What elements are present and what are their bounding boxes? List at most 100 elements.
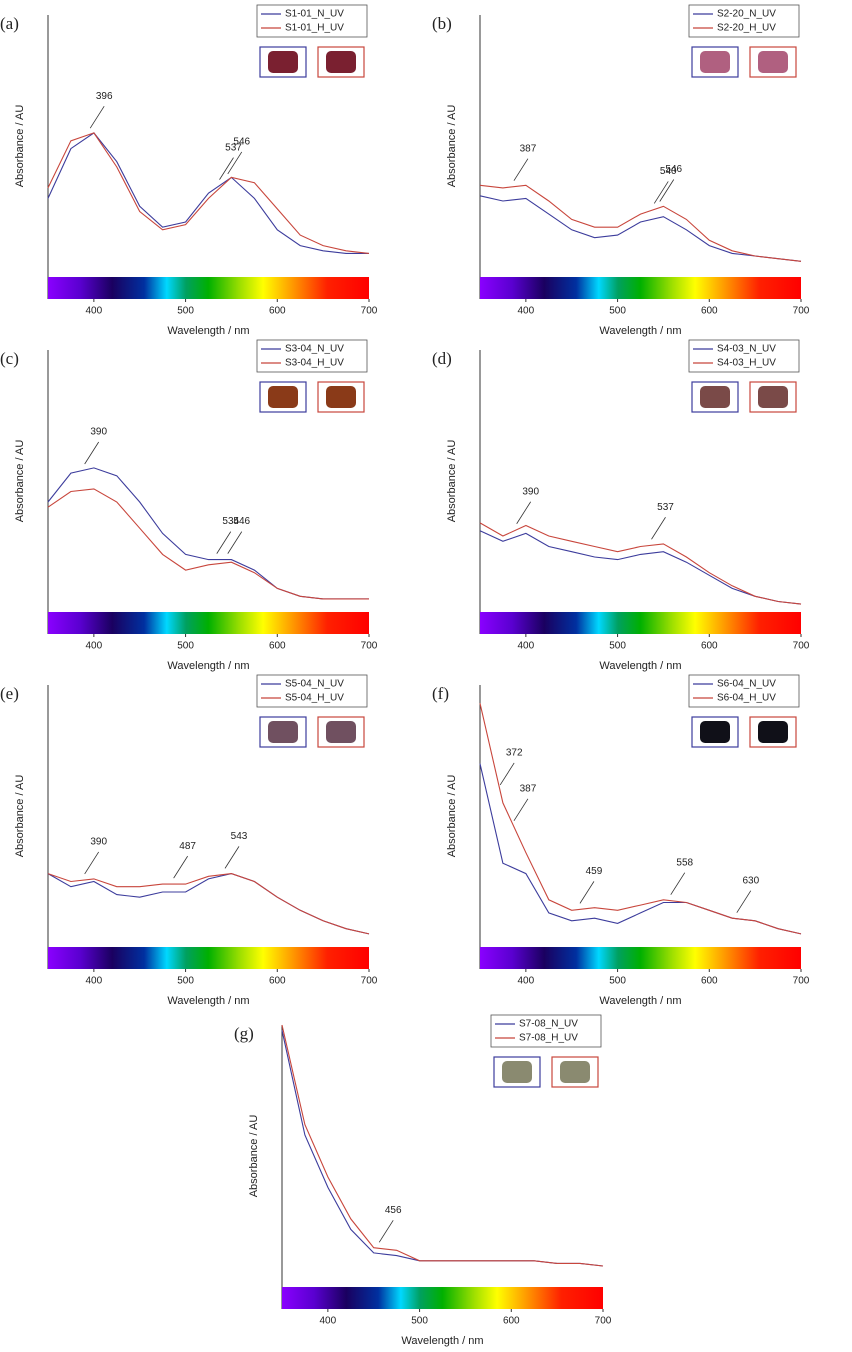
legend-box xyxy=(688,4,800,38)
panel: (b) Absorbance / AU Wavelength / nm 400 500 6… xyxy=(432,4,810,337)
legend-box xyxy=(256,4,368,38)
x-tick-label: 400 xyxy=(518,976,535,987)
annotation: 387 xyxy=(520,783,537,794)
annotation: 537 xyxy=(657,502,674,513)
annotation-leader xyxy=(670,872,686,895)
y-axis-label: Absorbance / AU xyxy=(446,440,458,523)
x-tick-label: 600 xyxy=(269,976,286,987)
spectrum-bar xyxy=(48,947,369,969)
spectrum-bar xyxy=(282,1287,603,1309)
x-tick-label: 600 xyxy=(701,976,718,987)
annotation: 387 xyxy=(520,143,537,154)
sample-gem xyxy=(700,51,730,73)
y-axis-label: Absorbance / AU xyxy=(248,1115,260,1198)
annotation: 459 xyxy=(586,866,603,877)
spectrum-line xyxy=(47,467,369,600)
annotation-leader xyxy=(219,157,234,180)
x-tick-label: 400 xyxy=(320,1316,337,1327)
annotation: 372 xyxy=(506,748,523,759)
spectrum-bar xyxy=(480,947,801,969)
x-axis-label: Wavelength / nm xyxy=(167,325,249,337)
legend-label: S6-04_N_UV xyxy=(717,679,776,690)
sample-gem xyxy=(326,51,356,73)
spectrum-line xyxy=(47,132,370,254)
annotation: 546 xyxy=(233,137,250,148)
sample-gem xyxy=(326,386,356,408)
spectrum-bar xyxy=(480,277,801,299)
annotation-leader xyxy=(216,531,232,554)
sample-gem xyxy=(502,1061,532,1083)
x-axis-label: Wavelength / nm xyxy=(599,325,681,337)
x-tick-label: 500 xyxy=(177,641,194,652)
x-axis-label: Wavelength / nm xyxy=(599,995,681,1007)
spectrum-line xyxy=(479,530,802,605)
spectrum-bar xyxy=(48,612,369,634)
annotation-leader xyxy=(659,179,675,202)
annotation: 456 xyxy=(385,1205,402,1216)
legend-label: S1-01_H_UV xyxy=(285,23,344,34)
annotation-leader xyxy=(516,501,532,524)
legend-label: S2-20_H_UV xyxy=(717,23,776,34)
spectrum-bar xyxy=(48,277,369,299)
annotation-leader xyxy=(651,517,666,540)
annotation-leader xyxy=(499,762,515,786)
legend-box xyxy=(490,1014,602,1048)
sample-gem xyxy=(326,721,356,743)
panel: (c) Absorbance / AU Wavelength / nm 400 500 6… xyxy=(0,339,378,672)
y-axis-label: Absorbance / AU xyxy=(14,105,26,188)
annotation-leader xyxy=(736,890,752,913)
panel-label: (e) xyxy=(0,684,19,703)
legend-box xyxy=(688,339,800,373)
x-tick-label: 500 xyxy=(177,976,194,987)
annotation: 546 xyxy=(233,516,250,527)
x-tick-label: 400 xyxy=(518,641,535,652)
x-tick-label: 700 xyxy=(361,641,378,652)
panel-label: (f) xyxy=(432,684,449,703)
spectrum-line xyxy=(479,703,802,935)
annotation-leader xyxy=(173,855,188,879)
x-tick-label: 600 xyxy=(503,1316,520,1327)
annotation: 558 xyxy=(676,857,693,868)
panel-label: (d) xyxy=(432,349,452,368)
x-tick-label: 700 xyxy=(793,641,810,652)
legend-box xyxy=(256,339,368,373)
panel-label: (a) xyxy=(0,14,19,33)
x-axis-label: Wavelength / nm xyxy=(401,1335,483,1347)
annotation-leader xyxy=(513,158,529,181)
legend-label: S7-08_H_UV xyxy=(519,1033,578,1044)
x-tick-label: 700 xyxy=(793,306,810,317)
x-tick-label: 500 xyxy=(609,641,626,652)
annotation-leader xyxy=(513,798,529,822)
legend-label: S6-04_H_UV xyxy=(717,693,776,704)
annotation: 390 xyxy=(90,427,107,438)
annotation-leader xyxy=(653,181,669,204)
legend-label: S4-03_N_UV xyxy=(717,344,776,355)
x-tick-label: 500 xyxy=(609,976,626,987)
annotation: 546 xyxy=(665,164,682,175)
panel-label: (g) xyxy=(234,1024,254,1043)
x-tick-label: 700 xyxy=(361,976,378,987)
sample-gem xyxy=(758,721,788,743)
x-tick-label: 600 xyxy=(269,641,286,652)
sample-gem xyxy=(268,386,298,408)
x-axis-label: Wavelength / nm xyxy=(167,995,249,1007)
spectrum-line xyxy=(47,488,369,600)
sample-gem xyxy=(700,386,730,408)
spectrum-line xyxy=(47,873,370,935)
sample-gem xyxy=(560,1061,590,1083)
annotation-leader xyxy=(579,881,595,904)
y-axis-label: Absorbance / AU xyxy=(14,775,26,858)
annotation: 543 xyxy=(231,831,248,842)
x-axis-label: Wavelength / nm xyxy=(599,660,681,672)
annotation-leader xyxy=(224,846,240,869)
annotation-leader xyxy=(378,1220,394,1243)
annotation: 630 xyxy=(742,875,759,886)
x-tick-label: 400 xyxy=(518,306,535,317)
spectrum-line xyxy=(479,195,802,262)
x-tick-label: 700 xyxy=(793,976,810,987)
legend-label: S5-04_N_UV xyxy=(285,679,344,690)
panel: (d) Absorbance / AU Wavelength / nm 400 500 6… xyxy=(432,339,810,672)
x-axis-label: Wavelength / nm xyxy=(167,660,249,672)
x-tick-label: 600 xyxy=(269,306,286,317)
